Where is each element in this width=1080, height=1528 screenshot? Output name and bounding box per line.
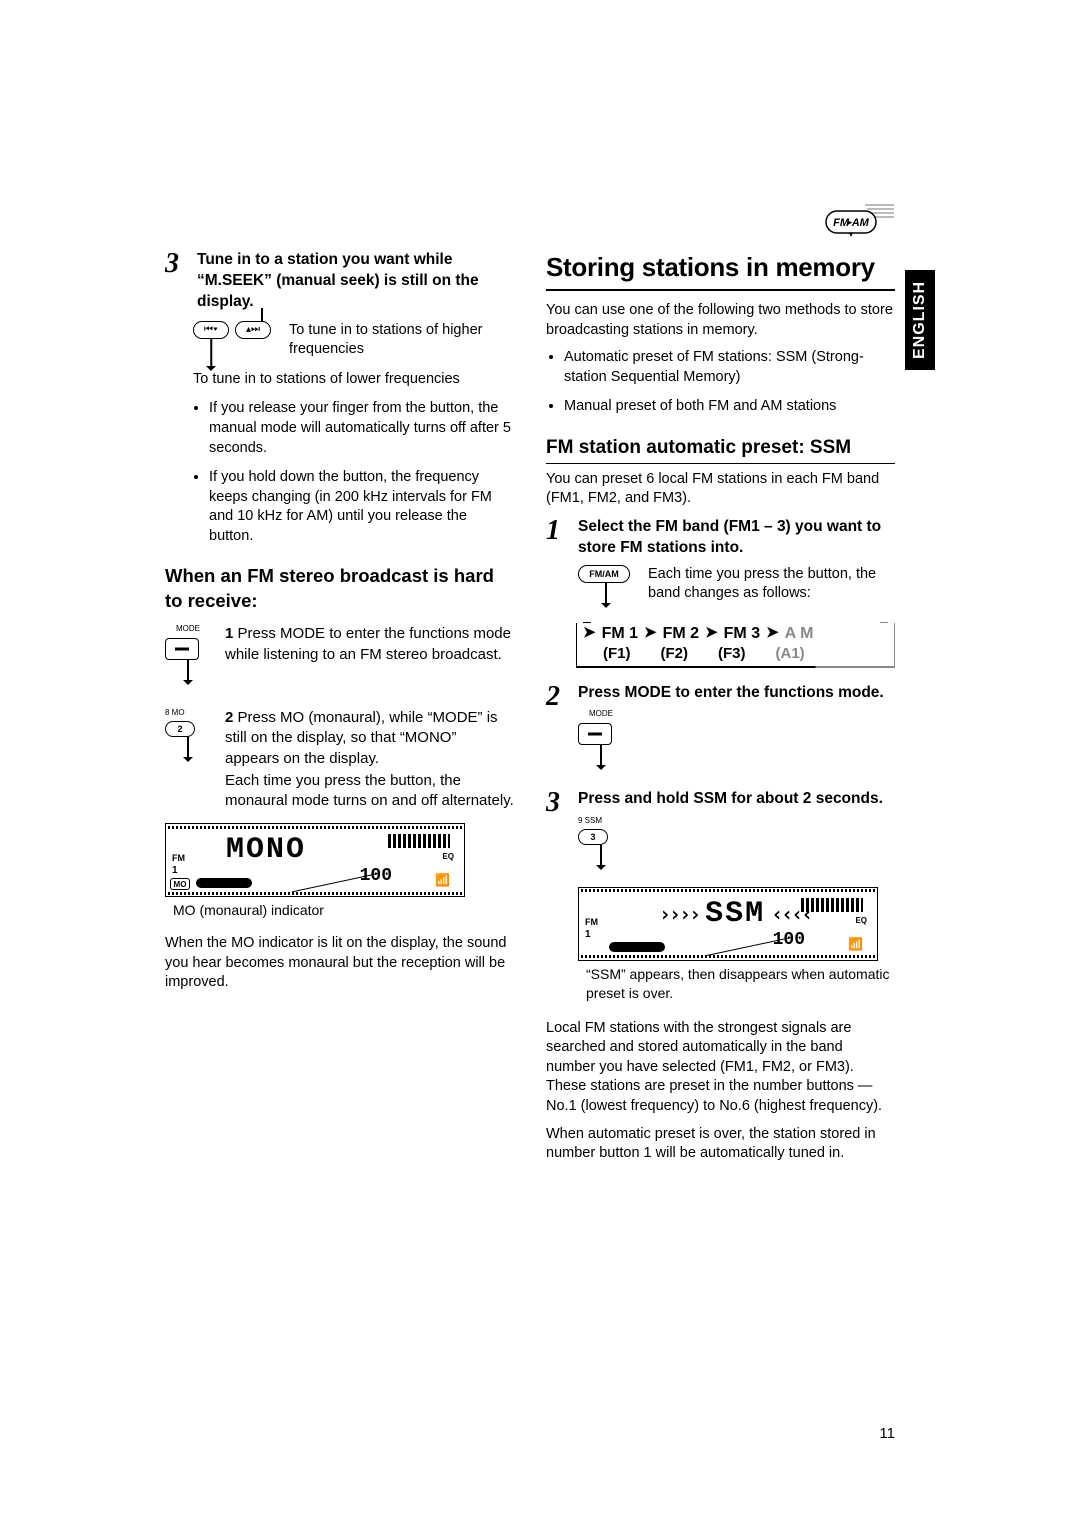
note-hold: If you hold down the button, the frequen… (209, 468, 514, 546)
fm-auto-heading: FM station automatic preset: SSM (546, 435, 895, 464)
left-column: 3 Tune in to a station you want while “M… (165, 250, 514, 1172)
ssm-step1-bold: Select the FM band (FM1 – 3) you want to… (578, 517, 895, 559)
ssm-display-fm: FM (585, 916, 598, 928)
note-release: If you release your finger from the butt… (209, 399, 514, 458)
mo-label: 8 MO (165, 708, 211, 719)
ssm-step-1: 1 Select the FM band (FM1 – 3) you want … (546, 517, 895, 613)
svg-text:▸: ▸ (848, 217, 853, 227)
ssm-step-2: 2 Press MODE to enter the functions mode… (546, 683, 895, 776)
page-number: 11 (879, 1424, 895, 1444)
ssm-caption: “SSM” appears, then disappears when auto… (586, 965, 895, 1003)
ssm-closing-2: When automatic preset is over, the stati… (546, 1125, 895, 1164)
language-tab: ENGLISH (905, 270, 935, 370)
method-manual: Manual preset of both FM and AM stations (564, 397, 895, 417)
substep-2-text: Press MO (monaural), while “MODE” is sti… (225, 709, 498, 767)
mode-step: MODE 1 Press MODE to enter the functions… (165, 624, 514, 690)
fm-auto-intro: You can preset 6 local FM stations in ea… (546, 470, 895, 509)
freq-down-button[interactable]: ⏮▾ (193, 321, 229, 339)
display-band-num: 1 (172, 864, 178, 878)
mode-label: MODE (165, 624, 211, 635)
ssm-step2-num: 2 (546, 683, 568, 776)
ssm-step3-bold: Press and hold SSM for about 2 seconds. (578, 789, 895, 810)
mo-closing-text: When the MO indicator is lit on the disp… (165, 934, 514, 993)
mode-button-icon-2[interactable] (578, 723, 612, 745)
freq-up-button[interactable]: ▴⏭ (235, 321, 271, 339)
ssm-step2-bold: Press MODE to enter the functions mode. (578, 683, 895, 704)
ssm-display-band: 1 (585, 928, 591, 942)
step3-text: Tune in to a station you want while “M.S… (197, 250, 514, 313)
ssm-step1-num: 1 (546, 517, 568, 613)
ssm-step-3: 3 Press and hold SSM for about 2 seconds… (546, 789, 895, 1003)
hard-receive-heading: When an FM stereo broadcast is hard to r… (165, 564, 514, 614)
substep-2-note: Each time you press the button, the mona… (225, 771, 514, 812)
ssm-step3-num: 3 (546, 789, 568, 1003)
storing-title: Storing stations in memory (546, 250, 895, 291)
svg-text:▾: ▾ (849, 229, 854, 239)
mo-button-icon[interactable]: 2 (165, 721, 195, 737)
display-eq: EQ (442, 852, 454, 863)
ssm-display-main: SSM (705, 894, 765, 935)
step-number-3: 3 (165, 250, 187, 313)
ssm-step1-text: Each time you press the button, the band… (648, 565, 895, 613)
ssm-display-eq: EQ (855, 916, 867, 927)
tune-step: 3 Tune in to a station you want while “M… (165, 250, 514, 313)
ssm-closing-1: Local FM stations with the strongest sig… (546, 1019, 895, 1117)
fmam-button-icon[interactable]: FM/AM (578, 565, 630, 583)
right-column: Storing stations in memory You can use o… (546, 250, 895, 1172)
display-fm: FM (172, 852, 185, 864)
substep-1-number: 1 (225, 625, 233, 642)
display-main-text: MONO (226, 830, 306, 871)
mo-indicator-caption: MO (monaural) indicator (173, 901, 514, 920)
mo-step: 8 MO 2 2 Press MO (monaural), while “MOD… (165, 708, 514, 811)
substep-2-number: 2 (225, 709, 233, 726)
fmam-badge-icon: FM AM ▸ ▾ (825, 203, 895, 239)
mono-display: MONO EQ 100 📶 FM 1 MO (165, 823, 465, 897)
ssm-display: ›››› SSM ‹‹‹‹ EQ 100 📶 FM 1 (578, 887, 878, 961)
ssm-label: 9 SSM (578, 816, 624, 827)
storing-intro: You can use one of the following two met… (546, 301, 895, 340)
ssm-button-icon[interactable]: 3 (578, 829, 608, 845)
band-cycle-diagram: ➤FM 1 ➤FM 2 ➤FM 3 ➤A M (F1) (F2) (F3) (A… (576, 623, 895, 667)
display-mo-indicator: MO (170, 878, 190, 890)
lower-freq-caption: To tune in to stations of lower frequenc… (193, 370, 514, 390)
substep-1-text: Press MODE to enter the functions mode w… (225, 625, 511, 662)
mode-button-icon[interactable] (165, 638, 199, 660)
mode-label-2: MODE (578, 709, 624, 720)
higher-freq-caption: To tune in to stations of higher frequen… (289, 321, 514, 360)
method-ssm: Automatic preset of FM stations: SSM (St… (564, 348, 895, 387)
